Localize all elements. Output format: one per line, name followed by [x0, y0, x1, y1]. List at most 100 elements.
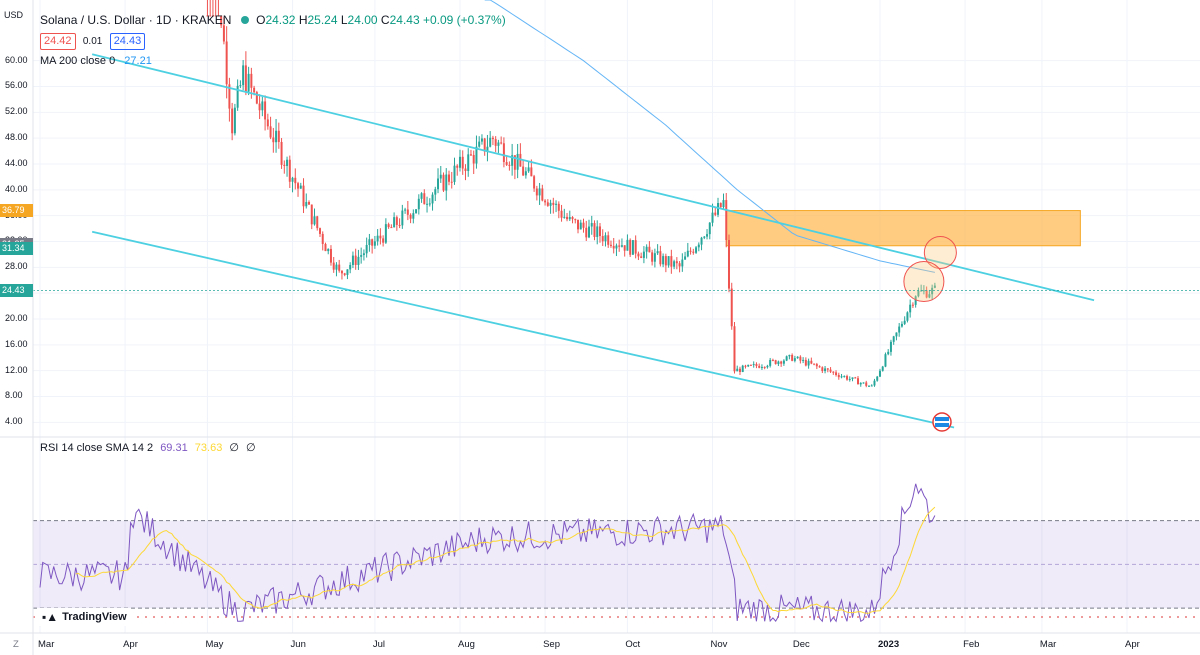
- candle-body: [631, 240, 634, 255]
- candle-body: [678, 263, 681, 267]
- candle-body: [349, 264, 352, 270]
- channel-lower-line[interactable]: [91, 230, 955, 429]
- candle-body: [769, 359, 772, 366]
- candle-body: [807, 360, 810, 366]
- candle-body: [829, 369, 832, 372]
- candle-body: [538, 188, 541, 196]
- price-label-badge: 31.34: [0, 242, 33, 256]
- candle-body: [272, 137, 275, 143]
- candle-body: [922, 290, 925, 292]
- highlight-circle-lower[interactable]: [903, 261, 945, 303]
- candle-body: [867, 385, 870, 387]
- candle-body: [887, 351, 890, 355]
- candle-body: [788, 354, 791, 357]
- candle-body: [508, 164, 511, 166]
- candle-body: [535, 188, 538, 196]
- candle-body: [497, 142, 500, 146]
- candle-body: [555, 203, 558, 205]
- candle-body: [404, 209, 407, 211]
- grid-lines: [33, 0, 1200, 633]
- symbol-title[interactable]: Solana / U.S. Dollar · 1D · KRAKEN: [40, 13, 232, 27]
- candle-body: [491, 137, 494, 140]
- candle-body: [401, 210, 404, 226]
- candle-body: [695, 247, 698, 253]
- candle-body: [730, 288, 733, 327]
- candle-body: [236, 85, 239, 108]
- candle-body: [618, 245, 621, 247]
- candle-body: [417, 198, 420, 210]
- candle-body: [791, 354, 794, 361]
- candle-body: [933, 285, 936, 288]
- candle-body: [566, 216, 569, 220]
- candle-body: [607, 235, 610, 245]
- corner-label[interactable]: Z: [13, 639, 19, 650]
- ma200-line: [484, 0, 935, 273]
- rsi-legend[interactable]: RSI 14 close SMA 14 2 69.31 73.63 ∅ ∅: [40, 441, 256, 454]
- bid-button[interactable]: 24.42: [40, 33, 76, 50]
- candle-body: [598, 226, 601, 237]
- candle-body: [541, 188, 544, 201]
- ask-button[interactable]: 24.43: [109, 33, 146, 50]
- candle-body: [722, 200, 725, 208]
- candle-body: [582, 222, 585, 228]
- candle-body: [511, 155, 514, 166]
- candle-body: [299, 185, 302, 189]
- tradingview-logo[interactable]: ▪▲ TradingView: [38, 608, 131, 626]
- candle-body: [848, 378, 851, 380]
- candle-body: [362, 253, 365, 256]
- price-tick-label: 28.00: [5, 261, 28, 272]
- highlight-circle-upper[interactable]: [923, 235, 957, 269]
- ma-legend[interactable]: MA 200 close 0 27.21: [40, 55, 152, 67]
- candle-body: [448, 174, 451, 182]
- candle-body: [840, 376, 843, 378]
- time-tick-label: Aug: [457, 639, 475, 650]
- candle-body: [546, 202, 549, 206]
- candle-body: [302, 185, 305, 207]
- candle-body: [675, 261, 678, 264]
- bid-ask-row: 24.42 0.01 24.43: [40, 33, 146, 50]
- price-tick-label: 16.00: [5, 338, 28, 349]
- candle-body: [434, 189, 437, 195]
- candle-body: [483, 138, 486, 152]
- candle-body: [717, 203, 720, 215]
- event-flag-icon[interactable]: [932, 412, 952, 432]
- candle-body: [371, 239, 374, 246]
- candle-body: [895, 332, 898, 337]
- candle-body: [568, 217, 571, 220]
- price-tick-label: 48.00: [5, 132, 28, 143]
- candle-body: [327, 248, 330, 252]
- candles: [206, 0, 936, 388]
- candle-body: [275, 130, 278, 143]
- candle-body: [659, 251, 662, 265]
- high-value: 25.24: [307, 13, 338, 27]
- candle-body: [294, 177, 297, 184]
- currency-label[interactable]: USD: [4, 10, 24, 20]
- candle-body: [640, 256, 643, 258]
- channel-upper-line[interactable]: [91, 53, 1095, 302]
- candle-body: [530, 167, 533, 177]
- candle-body: [316, 216, 319, 229]
- candle-body: [777, 361, 780, 365]
- candle-body: [398, 224, 401, 226]
- candle-body: [662, 256, 665, 265]
- rsi-label: RSI 14 close SMA 14 2: [40, 442, 154, 454]
- candle-body: [689, 250, 692, 252]
- candle-body: [557, 203, 560, 211]
- candle-body: [793, 358, 796, 361]
- candle-body: [574, 219, 577, 221]
- candle-body: [264, 101, 267, 120]
- candle-body: [291, 177, 294, 182]
- candle-body: [549, 202, 552, 206]
- candle-body: [242, 65, 245, 86]
- time-tick-label: Jul: [372, 639, 386, 650]
- candle-body: [755, 364, 758, 366]
- time-tick-label: Dec: [792, 639, 810, 650]
- candle-body: [269, 126, 272, 138]
- candle-body: [714, 212, 717, 215]
- candle-body: [711, 212, 714, 223]
- candle-body: [214, 15, 217, 17]
- candle-body: [244, 65, 247, 92]
- candle-body: [225, 41, 228, 85]
- candle-body: [889, 341, 892, 352]
